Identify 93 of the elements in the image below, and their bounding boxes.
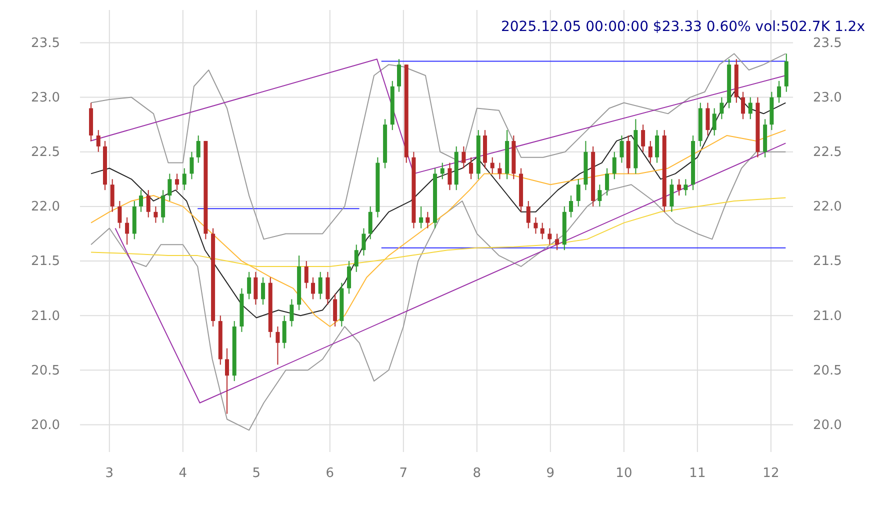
candlestick <box>677 178 682 196</box>
y2-tick-label: 23.5 <box>813 36 842 51</box>
candlestick <box>498 162 502 180</box>
x-tick-label: 9 <box>546 466 555 482</box>
candlestick <box>526 200 530 229</box>
candlestick <box>125 216 130 246</box>
candlestick <box>118 200 122 229</box>
candlestick <box>182 168 186 191</box>
line-series <box>90 197 786 267</box>
candlestick <box>362 228 366 256</box>
y2-tick-label: 22.0 <box>813 200 842 215</box>
x-tick-label: 3 <box>105 466 114 482</box>
candlestick <box>276 326 280 366</box>
text: 2025.12.05 00:00:00 $23.33 0.60% vol:502.7K 1.2x <box>500 19 865 35</box>
candlestick <box>655 130 660 164</box>
y-tick-label: 22.5 <box>31 145 60 160</box>
candlestick <box>598 184 602 207</box>
candlestick <box>777 80 782 104</box>
candlestick <box>448 162 452 191</box>
candlestick <box>748 96 752 120</box>
y2-tick-label: 21.0 <box>813 308 842 324</box>
x-tick-label: 10 <box>616 466 632 482</box>
candlestick <box>139 190 144 212</box>
candlestick <box>368 206 372 240</box>
y2-tick-label: 20.5 <box>813 363 842 378</box>
candlestick <box>247 271 252 300</box>
x-tick-label: 6 <box>326 466 334 482</box>
candlestick <box>254 271 258 306</box>
line-series <box>90 151 786 431</box>
candlestick <box>419 206 424 229</box>
candlestick <box>548 228 552 246</box>
x-tick-label: 5 <box>252 466 261 482</box>
y-tick-label: 21.0 <box>31 308 60 324</box>
candlestick <box>469 156 474 180</box>
candlestick <box>225 348 230 414</box>
candlestick <box>96 130 100 152</box>
x-tick-label: 7 <box>399 466 408 482</box>
candlestick <box>684 178 688 196</box>
candlestick <box>706 102 710 136</box>
candlestick <box>161 190 166 224</box>
y-tick-label: 22.0 <box>31 200 60 215</box>
candlestick <box>318 271 322 300</box>
x-tick-label: 12 <box>762 466 780 482</box>
candlestick <box>175 173 180 191</box>
candlestick <box>282 315 286 349</box>
x-tick-label: 8 <box>472 466 482 482</box>
candlestick <box>712 108 716 136</box>
y-tick-label: 20.0 <box>31 418 60 433</box>
candlestick <box>741 91 746 120</box>
candlestick <box>196 135 200 164</box>
candlestick <box>534 216 538 234</box>
candlestick <box>154 206 158 224</box>
candlestick <box>620 135 624 164</box>
candlestick <box>168 173 172 202</box>
x-tick-label: 11 <box>689 466 706 482</box>
candlestick <box>641 124 646 152</box>
line-series <box>90 53 786 240</box>
candlestick <box>290 298 294 327</box>
candlestick <box>426 211 430 229</box>
candlestick <box>576 178 580 207</box>
candlestick <box>569 195 574 218</box>
y-tick-label: 23.5 <box>31 36 60 51</box>
x-tick-label: 4 <box>178 466 188 482</box>
y2-tick-label: 23.0 <box>813 90 842 106</box>
candlestick <box>146 190 150 218</box>
y-tick-label: 20.5 <box>31 363 60 378</box>
candlestick <box>190 151 194 180</box>
line-series <box>90 91 786 318</box>
y-tick-label: 23.0 <box>31 90 60 106</box>
candlestick <box>490 156 494 174</box>
candlestick <box>326 271 330 306</box>
candlestick <box>720 96 724 120</box>
candlestick <box>333 293 338 327</box>
line-series <box>90 130 786 327</box>
candlestick <box>261 276 266 306</box>
y2-tick-label: 22.5 <box>813 145 842 160</box>
candlestick <box>612 151 616 180</box>
candlestick <box>397 58 402 92</box>
candlestick <box>110 178 114 212</box>
candlestick <box>440 162 444 180</box>
candlestick <box>311 276 316 300</box>
candlestick <box>462 146 466 169</box>
y2-tick-label: 20.0 <box>813 418 842 433</box>
y-tick-label: 21.5 <box>31 254 60 270</box>
candlestick <box>354 244 358 272</box>
candlestick <box>540 222 544 240</box>
candlestick <box>304 260 308 289</box>
candlestick <box>648 140 652 164</box>
candlestick <box>347 260 352 294</box>
y2-tick-label: 21.5 <box>813 254 842 270</box>
candlestick <box>670 178 674 212</box>
candlestick <box>605 168 610 196</box>
candlestick <box>555 233 560 251</box>
